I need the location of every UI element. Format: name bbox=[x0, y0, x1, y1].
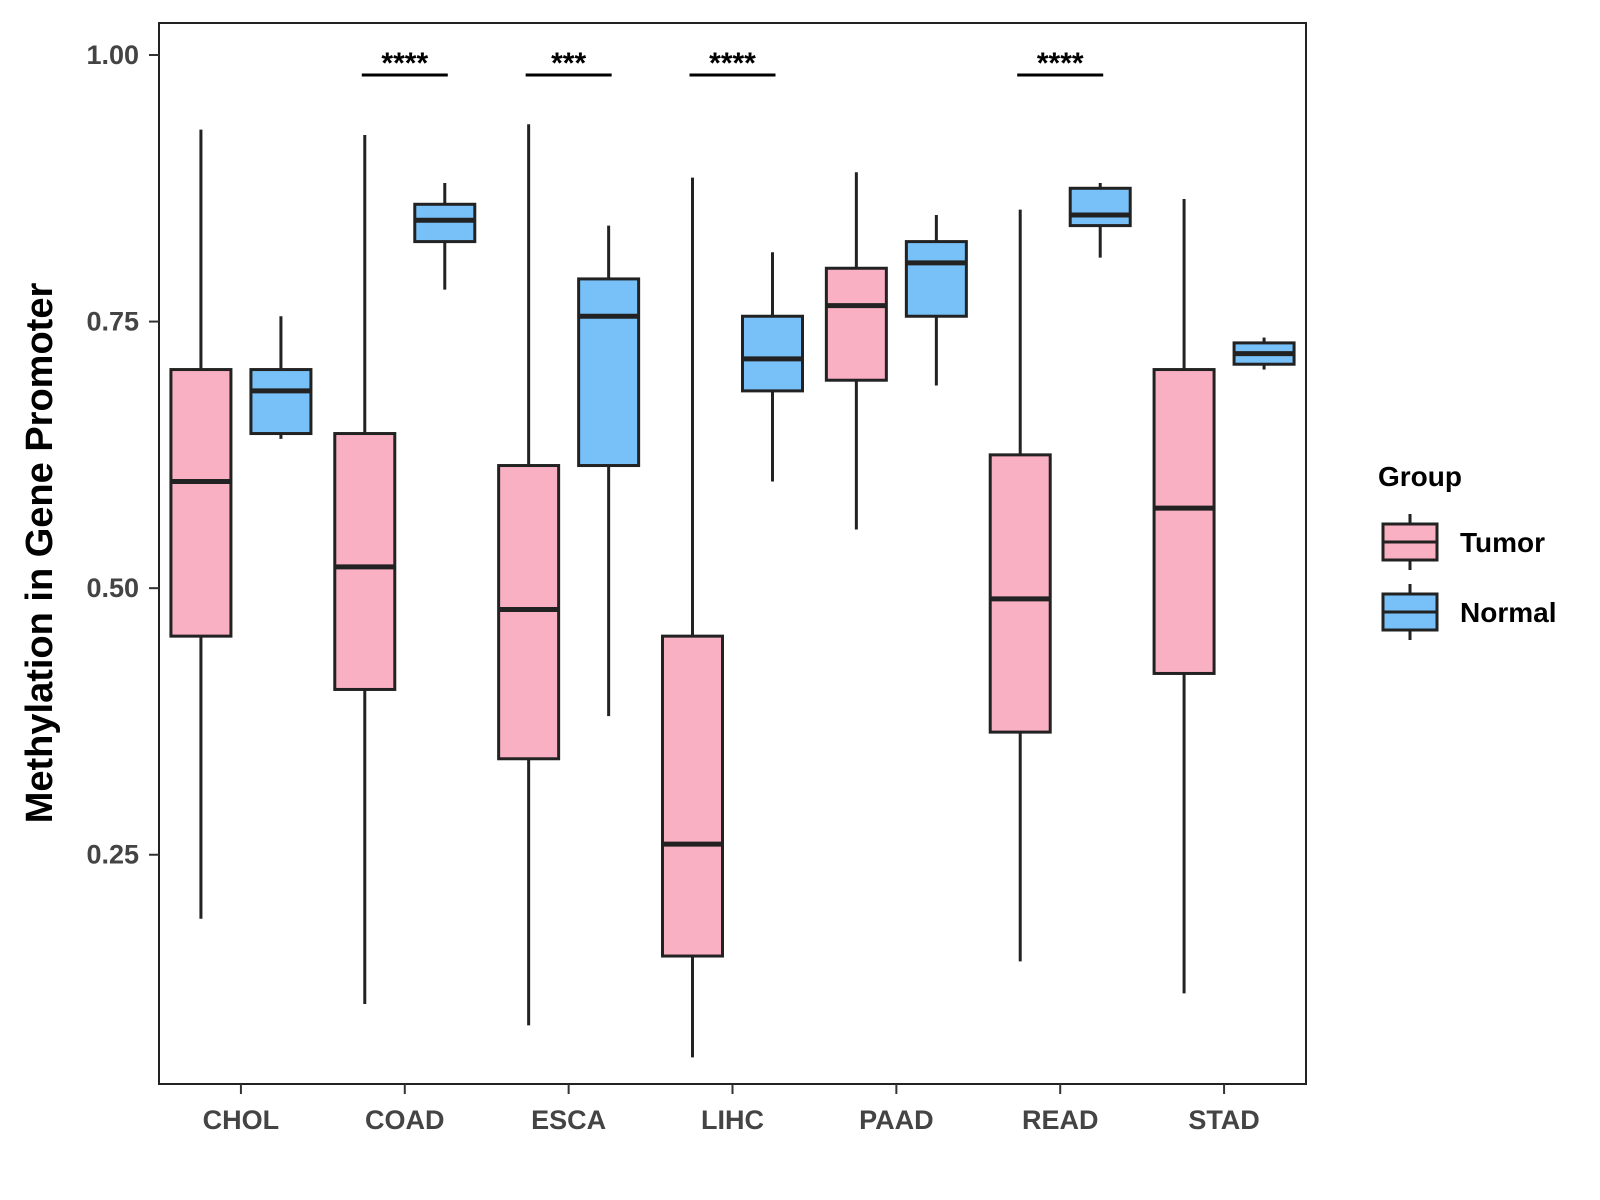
x-tick-label-coad: COAD bbox=[365, 1105, 445, 1135]
box-tumor-coad bbox=[333, 134, 397, 1005]
box-tumor-stad bbox=[1152, 198, 1216, 994]
box-normal-stad bbox=[1232, 337, 1296, 370]
box-tumor-read bbox=[988, 209, 1052, 962]
x-axis: CHOL COAD ESCA LIHC PAAD READ STAD bbox=[203, 1084, 1260, 1135]
box-normal-lihc bbox=[741, 252, 804, 482]
x-tick-label-chol: CHOL bbox=[203, 1105, 280, 1135]
significance-lihc-label: **** bbox=[709, 47, 756, 80]
box-tumor-stad-iqr bbox=[1152, 368, 1216, 675]
y-axis-title: Methylation in Gene Promoter bbox=[19, 283, 61, 824]
boxes-layer bbox=[169, 124, 1296, 1058]
box-normal-chol-iqr bbox=[249, 368, 313, 436]
x-tick-label-stad: STAD bbox=[1188, 1105, 1260, 1135]
y-tick-label-0.50: 0.50 bbox=[86, 573, 139, 603]
box-normal-coad bbox=[413, 182, 477, 290]
box-normal-esca bbox=[577, 225, 641, 717]
significance-esca-label: *** bbox=[551, 47, 586, 80]
significance-coad-label: **** bbox=[381, 47, 428, 80]
box-tumor-lihc bbox=[661, 177, 724, 1058]
legend-label-normal: Normal bbox=[1460, 597, 1556, 628]
y-tick-label-0.75: 0.75 bbox=[86, 307, 139, 337]
legend-item-normal: Normal bbox=[1381, 584, 1556, 640]
box-tumor-chol-iqr bbox=[169, 368, 233, 638]
box-tumor-coad-iqr bbox=[333, 432, 397, 691]
box-tumor-chol bbox=[169, 129, 233, 919]
y-tick-label-1.00: 1.00 bbox=[86, 40, 139, 70]
box-normal-paad-iqr bbox=[904, 240, 968, 318]
box-normal-paad bbox=[904, 214, 968, 386]
box-tumor-read-iqr bbox=[988, 453, 1052, 734]
legend: Group Tumor Normal bbox=[1378, 461, 1556, 640]
x-tick-label-esca: ESCA bbox=[531, 1105, 606, 1135]
significance-read-label: **** bbox=[1037, 47, 1084, 80]
box-normal-read bbox=[1068, 182, 1132, 258]
legend-item-tumor: Tumor bbox=[1381, 514, 1545, 570]
box-normal-read-iqr bbox=[1068, 186, 1132, 228]
box-tumor-paad bbox=[824, 172, 888, 530]
y-axis: 0.25 0.50 0.75 1.00 bbox=[86, 40, 159, 870]
x-tick-label-lihc: LIHC bbox=[701, 1105, 764, 1135]
legend-label-tumor: Tumor bbox=[1460, 527, 1545, 558]
box-normal-chol bbox=[249, 316, 313, 439]
significance-annotations: **** *** **** **** bbox=[361, 47, 1104, 80]
box-tumor-paad-iqr bbox=[824, 266, 888, 382]
box-normal-esca-iqr bbox=[577, 277, 641, 468]
legend-title: Group bbox=[1378, 461, 1462, 492]
box-tumor-lihc-iqr bbox=[661, 634, 724, 958]
y-tick-label-0.25: 0.25 bbox=[86, 840, 139, 870]
x-tick-label-read: READ bbox=[1022, 1105, 1099, 1135]
box-normal-coad-iqr bbox=[413, 202, 477, 244]
x-tick-label-paad: PAAD bbox=[859, 1105, 934, 1135]
box-normal-lihc-iqr bbox=[741, 314, 804, 393]
box-tumor-esca-iqr bbox=[497, 464, 561, 761]
box-tumor-esca bbox=[497, 124, 561, 1026]
